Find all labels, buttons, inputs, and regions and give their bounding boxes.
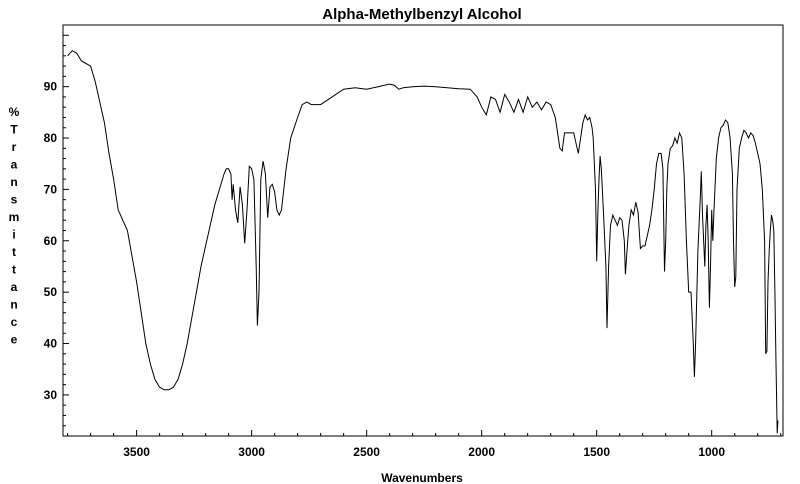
y-axis-label-char: s [11, 193, 18, 207]
y-tick-label: 70 [44, 182, 58, 196]
y-axis-label-char: r [12, 140, 17, 154]
x-axis-ticks [67, 430, 782, 436]
spectrum-line [67, 50, 779, 434]
x-axis-tick-labels: 3500 3000 2500 2000 1500 1000 [123, 445, 725, 459]
y-tick-label: 90 [44, 80, 58, 94]
y-tick-label: 50 [44, 285, 58, 299]
y-tick-label: 40 [44, 337, 58, 351]
x-tick-label: 3000 [238, 445, 265, 459]
y-axis-label-char: % [9, 105, 20, 119]
y-axis-label-char: a [11, 158, 18, 172]
x-tick-label: 2500 [353, 445, 380, 459]
y-axis-tick-labels: 30 40 50 60 70 80 90 [44, 80, 58, 402]
y-axis-label-char: t [12, 245, 16, 259]
y-axis-label-char: i [12, 228, 15, 242]
y-axis-label-char: n [10, 298, 17, 312]
y-axis-label-char: a [11, 280, 18, 294]
y-axis-label-char: m [9, 210, 20, 224]
x-tick-label: 1000 [698, 445, 725, 459]
y-axis-label-char: n [10, 175, 17, 189]
y-axis-label-char: t [12, 263, 16, 277]
y-tick-label: 60 [44, 234, 58, 248]
x-tick-label: 3500 [123, 445, 150, 459]
x-tick-label: 2000 [468, 445, 495, 459]
y-axis-label-char: c [11, 315, 18, 329]
y-axis-ticks [63, 24, 69, 437]
y-tick-label: 80 [44, 131, 58, 145]
y-axis-label-char: e [11, 333, 18, 347]
x-tick-label: 1500 [583, 445, 610, 459]
y-tick-label: 30 [44, 388, 58, 402]
y-axis-label-char: T [10, 123, 18, 137]
chart-title: Alpha-Methylbenzyl Alcohol [322, 6, 521, 23]
x-axis-label: Wavenumbers [381, 471, 463, 484]
